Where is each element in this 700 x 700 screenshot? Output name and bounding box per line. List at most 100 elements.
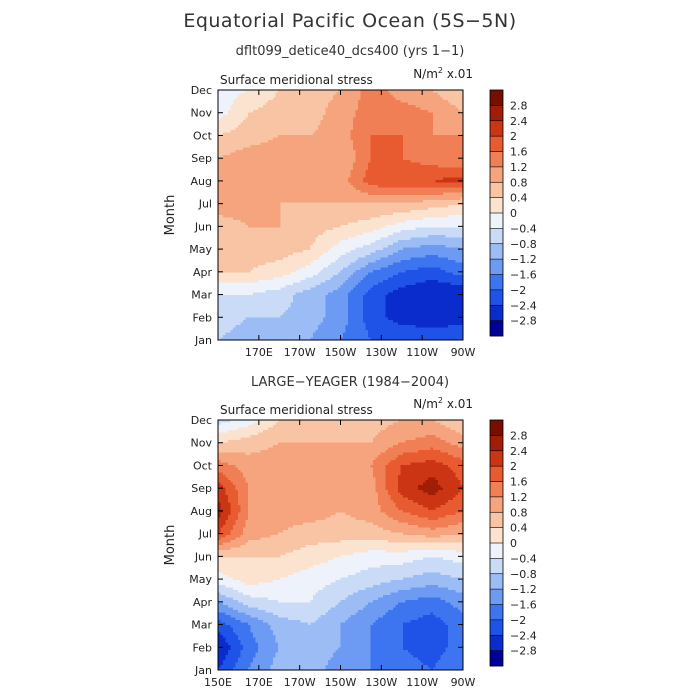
field-cell	[438, 480, 462, 484]
field-cell	[395, 605, 454, 609]
field-cell	[340, 635, 372, 639]
field-cell	[433, 132, 464, 136]
field-cell	[240, 322, 322, 326]
field-cell	[220, 632, 237, 636]
field-cell	[228, 477, 247, 481]
field-cell	[218, 95, 239, 99]
field-cell	[390, 92, 439, 96]
field-cell	[218, 607, 234, 611]
field-cell	[248, 497, 379, 501]
field-cell	[338, 647, 372, 651]
field-cell	[238, 125, 319, 129]
field-cell	[375, 240, 399, 244]
field-cell	[435, 180, 464, 184]
field-cell	[218, 657, 227, 661]
field-cell	[370, 635, 404, 639]
field-cell	[403, 510, 464, 514]
field-cell	[218, 487, 227, 491]
field-cell	[350, 170, 367, 174]
x-tick-label: 170W	[284, 676, 316, 689]
field-cell	[413, 560, 454, 564]
field-cell	[390, 580, 464, 584]
field-cell	[218, 580, 242, 584]
field-cell	[290, 305, 327, 309]
field-cell	[270, 667, 327, 671]
field-cell	[218, 550, 294, 554]
field-cell	[318, 542, 464, 546]
field-cell	[348, 177, 364, 181]
field-cell	[238, 660, 254, 664]
field-cell	[393, 290, 464, 294]
field-cell	[218, 490, 227, 494]
field-cell	[245, 520, 317, 524]
field-cell	[385, 477, 399, 481]
field-cell	[368, 272, 399, 276]
field-cell	[228, 430, 264, 434]
field-cell	[385, 472, 402, 476]
field-cell	[448, 525, 464, 529]
field-cell	[388, 490, 399, 494]
field-cell	[348, 302, 364, 306]
field-cell	[363, 312, 387, 316]
field-cell	[228, 575, 289, 579]
field-cell	[218, 282, 294, 286]
field-cell	[350, 137, 372, 141]
field-cell	[250, 665, 272, 669]
colorbar-swatch	[490, 166, 503, 183]
field-cell	[218, 325, 237, 329]
field-cell	[403, 637, 449, 641]
field-cell	[410, 237, 464, 241]
field-cell	[235, 662, 252, 666]
field-cell	[280, 225, 342, 229]
x-tick-label: 130W	[365, 676, 397, 689]
field-cell	[218, 137, 274, 141]
y-tick-label: Dec	[191, 414, 212, 427]
field-cell	[245, 582, 259, 586]
field-cell	[235, 97, 274, 101]
field-cell	[228, 652, 242, 656]
field-cell	[403, 137, 464, 141]
field-cell	[303, 522, 374, 526]
field-cell	[270, 625, 342, 629]
x-tick-label: 170E	[245, 346, 273, 359]
field-cell	[220, 665, 237, 669]
field-cell	[273, 445, 394, 449]
field-cell	[368, 550, 387, 554]
field-cell	[278, 650, 337, 654]
field-cell	[435, 420, 464, 424]
y-tick-label: May	[189, 573, 212, 586]
field-cell	[218, 467, 239, 471]
field-cell	[238, 637, 257, 641]
field-cell	[320, 562, 404, 566]
field-cell	[233, 482, 249, 486]
field-cell	[268, 140, 354, 144]
colorbar-label: 0	[510, 537, 517, 550]
field-cell	[423, 505, 442, 509]
field-cell	[218, 305, 292, 309]
field-cell	[375, 250, 399, 254]
field-cell	[245, 90, 279, 94]
colorbar-swatch	[490, 420, 503, 436]
field-cell	[403, 647, 447, 651]
field-cell	[403, 155, 464, 159]
field-cell	[375, 487, 387, 491]
field-cell	[220, 530, 232, 534]
field-cell	[403, 145, 464, 149]
field-cell	[308, 622, 312, 626]
field-cell	[455, 550, 464, 554]
field-cell	[218, 450, 262, 454]
field-cell	[218, 650, 229, 654]
colorbar-label: 2.4	[510, 445, 528, 458]
field-cell	[350, 132, 434, 136]
field-cell	[233, 100, 269, 104]
field-cell	[310, 600, 342, 604]
field-cell	[218, 135, 279, 139]
y-tick-label: Dec	[191, 84, 212, 97]
field-cell	[363, 307, 387, 311]
field-cell	[250, 627, 272, 631]
field-cell	[393, 275, 464, 279]
field-cell	[460, 432, 464, 436]
field-cell	[218, 145, 252, 149]
field-cell	[225, 490, 239, 494]
field-cell	[265, 290, 304, 294]
